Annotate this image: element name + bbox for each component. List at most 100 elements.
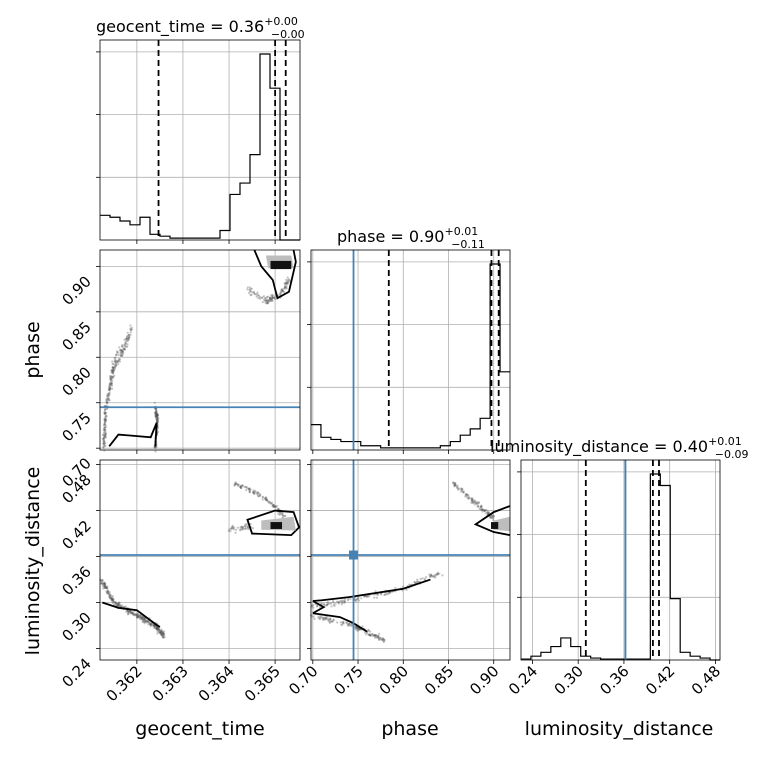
sample-point <box>374 634 377 637</box>
sample-point <box>103 586 107 589</box>
sample-point <box>433 574 436 577</box>
sample-point <box>379 637 382 640</box>
sample-point <box>318 617 321 620</box>
sample-point <box>318 615 321 618</box>
sample-point <box>371 634 374 637</box>
sample-point <box>285 287 288 290</box>
sample-point <box>135 616 139 619</box>
ylabel-phase: phase <box>22 321 44 378</box>
sample-point <box>156 413 159 416</box>
sample-point <box>436 572 440 575</box>
sample-point <box>377 632 381 635</box>
sample-point <box>478 507 481 510</box>
sample-point <box>154 450 157 453</box>
sample-point <box>273 505 277 508</box>
sample-point <box>269 502 273 505</box>
sample-point <box>459 490 463 493</box>
sample-point <box>230 526 233 530</box>
sample-point <box>244 527 247 530</box>
sample-point <box>104 408 107 411</box>
sample-point <box>118 359 121 362</box>
sample-point <box>467 497 470 500</box>
sample-point <box>156 420 159 423</box>
sample-point <box>137 615 140 618</box>
sample-point <box>104 583 107 586</box>
sample-point <box>340 623 343 627</box>
sample-point <box>103 420 106 423</box>
contour-phase-geocent-core <box>270 260 292 270</box>
sample-point <box>162 636 165 639</box>
sample-point <box>123 347 126 350</box>
sample-point <box>424 576 428 579</box>
sample-point <box>268 296 272 299</box>
xtick-label-luminosity-distance-4: 0.48 <box>688 662 724 698</box>
sample-point <box>156 630 159 633</box>
sample-point <box>119 353 122 356</box>
sample-point <box>239 484 242 487</box>
sample-point <box>131 613 134 616</box>
sample-point <box>102 442 105 445</box>
sample-point <box>271 299 274 302</box>
sample-point <box>100 582 103 585</box>
histogram-phase <box>311 263 510 449</box>
sample-point <box>282 290 285 293</box>
sample-point <box>475 502 478 505</box>
ytick-label-luminosity-distance-3: 0.42 <box>58 517 94 553</box>
sample-point <box>239 486 243 490</box>
sample-point <box>282 513 285 517</box>
sample-point <box>327 602 330 606</box>
sample-point <box>385 592 388 595</box>
sample-point <box>256 490 259 494</box>
sample-point <box>470 501 473 504</box>
sample-point <box>475 502 478 505</box>
sample-point <box>139 614 142 617</box>
sample-point <box>341 623 344 626</box>
sample-point <box>103 583 107 586</box>
sample-point <box>118 349 122 352</box>
sample-point <box>262 298 266 301</box>
sample-point <box>127 337 130 341</box>
sample-point <box>364 631 367 634</box>
sample-point <box>108 384 111 387</box>
sample-point <box>103 422 106 426</box>
sample-point <box>373 633 376 637</box>
sample-point <box>114 602 117 606</box>
sample-point <box>154 446 157 449</box>
sample-point <box>118 357 121 360</box>
sample-point <box>103 421 106 424</box>
sample-point <box>456 486 459 489</box>
sample-point <box>320 602 323 606</box>
sample-point <box>160 632 163 635</box>
sample-point <box>355 600 358 603</box>
sample-point <box>155 628 158 631</box>
sample-point <box>239 526 242 529</box>
sample-point <box>125 345 128 348</box>
sample-point <box>247 291 251 295</box>
sample-point <box>104 441 107 445</box>
sample-point <box>273 296 276 299</box>
title-phase: phase = 0.90+0.01 −0.11 <box>337 225 485 251</box>
sample-point <box>243 524 247 527</box>
sample-point <box>104 418 107 421</box>
sample-point <box>471 499 475 502</box>
sample-point <box>249 294 252 297</box>
sample-point <box>375 636 379 639</box>
sample-point <box>104 425 107 429</box>
sample-point <box>337 601 340 604</box>
sample-point <box>114 360 117 363</box>
sample-point <box>130 328 133 331</box>
sample-point <box>108 386 111 389</box>
sample-point <box>123 348 126 351</box>
sample-point <box>162 635 165 638</box>
xlabel-luminosity-distance: luminosity_distance <box>525 718 714 740</box>
sample-point <box>155 411 158 414</box>
sample-point <box>101 584 104 587</box>
sample-point <box>111 372 115 375</box>
sample-point <box>147 620 150 623</box>
sample-point <box>258 295 262 299</box>
sample-point <box>381 637 385 640</box>
sample-point <box>125 335 128 338</box>
sample-point <box>273 297 276 300</box>
sample-point <box>106 394 109 398</box>
xtick-label-luminosity-distance-2: 0.36 <box>596 662 632 698</box>
